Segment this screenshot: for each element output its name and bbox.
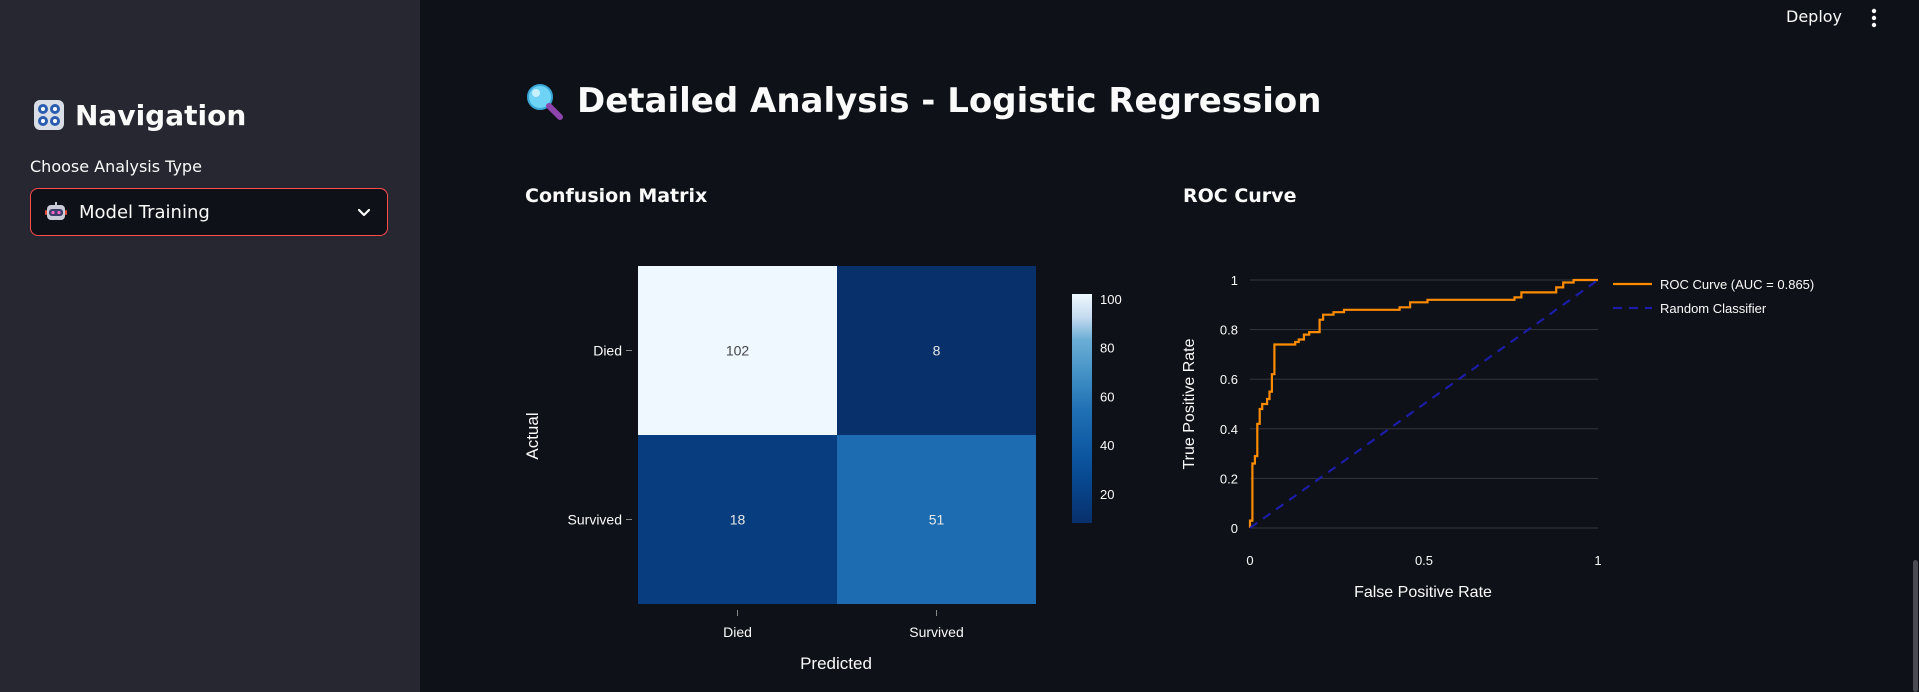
y-tick-label: 0.4: [1220, 422, 1238, 437]
legend-label: Random Classifier: [1660, 301, 1767, 316]
colorbar-tick-label: 80: [1100, 341, 1114, 356]
sidebar-heading: Navigation: [33, 95, 246, 135]
chevron-down-icon: [357, 208, 371, 217]
page-title: Detailed Analysis - Logistic Regression: [525, 78, 1321, 124]
colorbar-tick-label: 20: [1100, 487, 1114, 502]
heatmap-cell: [638, 435, 837, 604]
page-title-text: Detailed Analysis - Logistic Regression: [577, 81, 1322, 121]
heatmap-cell: [837, 266, 1036, 435]
deploy-button[interactable]: Deploy: [1786, 7, 1843, 26]
cell-value-label: 102: [726, 343, 750, 359]
heatmap-cell: [837, 435, 1036, 604]
cell-value-label: 18: [730, 512, 746, 528]
roc-curve-title: ROC Curve: [1183, 185, 1297, 207]
y-axis-title: Actual: [523, 412, 542, 459]
colorbar-tick-label: 40: [1100, 438, 1114, 453]
magnifier-icon: [527, 84, 563, 120]
roc-curve-chart: True Positive Rate False Positive Rate 0…: [1181, 273, 1814, 601]
cell-value-label: 51: [929, 512, 945, 528]
analysis-type-select[interactable]: Model Training: [30, 188, 388, 236]
x-tick-label: Died: [723, 624, 752, 640]
legend-label: ROC Curve (AUC = 0.865): [1660, 277, 1814, 292]
cell-value-label: 8: [933, 343, 941, 359]
y-tick-label: 0.6: [1220, 372, 1238, 387]
roc-curve-line: [1248, 278, 1598, 528]
heatmap-cell: [638, 266, 837, 435]
x-tick-label: 1: [1594, 553, 1601, 568]
x-axis-title: False Positive Rate: [1354, 584, 1492, 601]
y-tick-label: 1: [1231, 273, 1238, 288]
random-classifier-line: [1249, 279, 1599, 529]
x-tick-label: 0: [1246, 553, 1253, 568]
sidebar: Navigation Choose Analysis Type Model Tr…: [0, 0, 420, 692]
x-axis-title: Predicted: [800, 654, 872, 673]
analysis-type-label: Choose Analysis Type: [30, 157, 202, 176]
confusion-matrix-title: Confusion Matrix: [525, 185, 708, 207]
y-axis-title: True Positive Rate: [1181, 338, 1198, 469]
kebab-menu-icon[interactable]: [1864, 7, 1884, 29]
colorbar-tick-label: 60: [1100, 389, 1114, 404]
colorbar: [1072, 294, 1092, 523]
analysis-type-value: Model Training: [79, 201, 210, 223]
scrollbar-thumb[interactable]: [1913, 560, 1918, 692]
y-tick-label: Died: [593, 343, 622, 359]
colorbar-tick-label: 100: [1100, 292, 1122, 307]
robot-icon: [45, 202, 67, 220]
y-tick-label: 0.8: [1220, 323, 1238, 338]
x-tick-label: 0.5: [1415, 553, 1433, 568]
y-tick-label: 0: [1231, 521, 1238, 536]
y-tick-label: Survived: [568, 512, 622, 528]
confusion-matrix-chart: Actual Predicted 102 8 18 51 Died Survived Die…: [523, 266, 1122, 673]
control-knobs-icon: [34, 100, 64, 130]
y-tick-label: 0.2: [1220, 471, 1238, 486]
x-tick-label: Survived: [909, 624, 963, 640]
sidebar-title: Navigation: [75, 98, 247, 132]
